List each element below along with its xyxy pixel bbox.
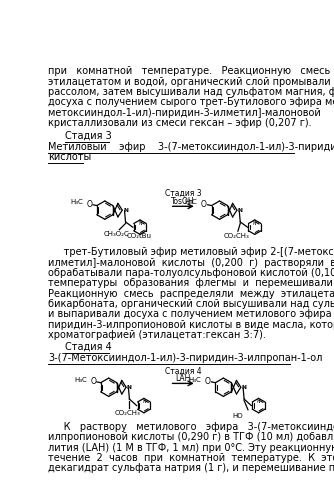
- Text: H₃C: H₃C: [189, 376, 201, 382]
- Text: N: N: [138, 220, 142, 226]
- Text: CO₂CH₃: CO₂CH₃: [115, 410, 141, 416]
- Text: 3-(7-Метоксииндол-1-ил)-3-пиридин-3-илпропан-1-ол: 3-(7-Метоксииндол-1-ил)-3-пиридин-3-илпр…: [48, 352, 322, 362]
- Text: CO₂tBu: CO₂tBu: [127, 232, 152, 238]
- Text: илметил]-малоновой  кислоты  (0,200  г)  растворяли  в  толуоле  (50  мл)  и: илметил]-малоновой кислоты (0,200 г) рас…: [48, 258, 334, 268]
- Text: бикарбоната, органический слой высушивали над сульфатом магния, фильтровали: бикарбоната, органический слой высушивал…: [48, 299, 334, 309]
- Text: декагидрат сульфата натрия (1 г), и перемешивание продолжали до тех пор, пока: декагидрат сульфата натрия (1 г), и пере…: [48, 464, 334, 473]
- Text: O: O: [201, 200, 207, 208]
- Text: обрабатывали пара-толуолсульфоновой кислотой (0,102 г). Смесь доводили до: обрабатывали пара-толуолсульфоновой кисл…: [48, 268, 334, 278]
- Text: N: N: [241, 385, 246, 390]
- Text: O: O: [205, 376, 211, 386]
- Text: CH₃O₂C: CH₃O₂C: [104, 231, 130, 237]
- Text: Стадия 3: Стадия 3: [165, 190, 201, 198]
- Text: лития (LAH) (1 М в ТГФ, 1 мл) при 0°С. Эту реакционную смесь перемешивали в: лития (LAH) (1 М в ТГФ, 1 мл) при 0°С. Э…: [48, 442, 334, 452]
- Text: Стадия 4: Стадия 4: [65, 342, 112, 352]
- Text: O: O: [86, 200, 92, 208]
- Text: рассолом, затем высушивали над сульфатом магния, фильтровали и выпаривали: рассолом, затем высушивали над сульфатом…: [48, 87, 334, 97]
- Text: N: N: [257, 399, 261, 404]
- Text: H₃C: H₃C: [185, 200, 198, 205]
- Text: илпропионовой кислоты (0,290 г) в ТГФ (10 мл) добавляли раствор алюмогидрида: илпропионовой кислоты (0,290 г) в ТГФ (1…: [48, 432, 334, 442]
- Text: H₃C: H₃C: [74, 376, 87, 382]
- Text: H₃C: H₃C: [70, 200, 83, 205]
- Text: метоксииндол-1-ил)-пиридин-3-илметил]-малоновой         кислоты,       который: метоксииндол-1-ил)-пиридин-3-илметил]-ма…: [48, 108, 334, 118]
- Text: N: N: [238, 208, 242, 212]
- Text: досуха с получением сырого трет-Бутилового эфира метилового эфира 2-[(7-: досуха с получением сырого трет-Бутилово…: [48, 98, 334, 108]
- Text: Метиловый    эфир    3-(7-метоксииндол-1-ил)-3-пиридин-3-илпропионовой: Метиловый эфир 3-(7-метоксииндол-1-ил)-3…: [48, 142, 334, 152]
- Text: O: O: [90, 376, 96, 386]
- Text: хроматографией (этилацетат:гексан 3:7).: хроматографией (этилацетат:гексан 3:7).: [48, 330, 266, 340]
- Text: и выпаривали досуха с получением метилового эфира 3-(7-метоксииндол-1-ил)-3-: и выпаривали досуха с получением метилов…: [48, 310, 334, 320]
- Text: TosOH: TosOH: [171, 198, 195, 206]
- Text: при   комнатной   температуре.   Реакционную   смесь   распределяли   между: при комнатной температуре. Реакционную с…: [48, 66, 334, 76]
- Text: LAH: LAH: [175, 374, 191, 384]
- Text: кислоты: кислоты: [48, 152, 91, 162]
- Text: течение  2  часов  при  комнатной  температуре.  К  этому  раствору  добавляли: течение 2 часов при комнатной температур…: [48, 453, 334, 463]
- Text: CO₂CH₃: CO₂CH₃: [223, 232, 249, 238]
- Text: кристаллизовали из смеси гексан – эфир (0,207 г).: кристаллизовали из смеси гексан – эфир (…: [48, 118, 312, 128]
- Text: N: N: [123, 208, 128, 212]
- Text: температуры  образования  флегмы  и  перемешивали  в  течение  4  часов.: температуры образования флегмы и перемеш…: [48, 278, 334, 288]
- Text: N: N: [142, 399, 146, 404]
- Text: HO: HO: [232, 413, 243, 419]
- Text: N: N: [253, 220, 257, 226]
- Text: пиридин-3-илпропионовой кислоты в виде масла, которое очищали колоночной: пиридин-3-илпропионовой кислоты в виде м…: [48, 320, 334, 330]
- Text: N: N: [127, 385, 132, 390]
- Text: Стадия 3: Стадия 3: [65, 131, 112, 141]
- Text: этилацетатом и водой, органический слой промывали дважды водой и один раз: этилацетатом и водой, органический слой …: [48, 76, 334, 86]
- Text: Стадия 4: Стадия 4: [165, 366, 201, 376]
- Text: Реакционную  смесь  распределяли  между  этилацетатом  и  водным  раствором: Реакционную смесь распределяли между эти…: [48, 288, 334, 298]
- Text: К   раствору   метилового   эфира   3-(7-метоксииндол-1-ил)-3-пиридин-3-: К раствору метилового эфира 3-(7-метокси…: [48, 422, 334, 432]
- Text: трет-Бутиловый эфир метиловый эфир 2-[(7-метоксииндол-1-ил)-пиридин-3-: трет-Бутиловый эфир метиловый эфир 2-[(7…: [48, 247, 334, 257]
